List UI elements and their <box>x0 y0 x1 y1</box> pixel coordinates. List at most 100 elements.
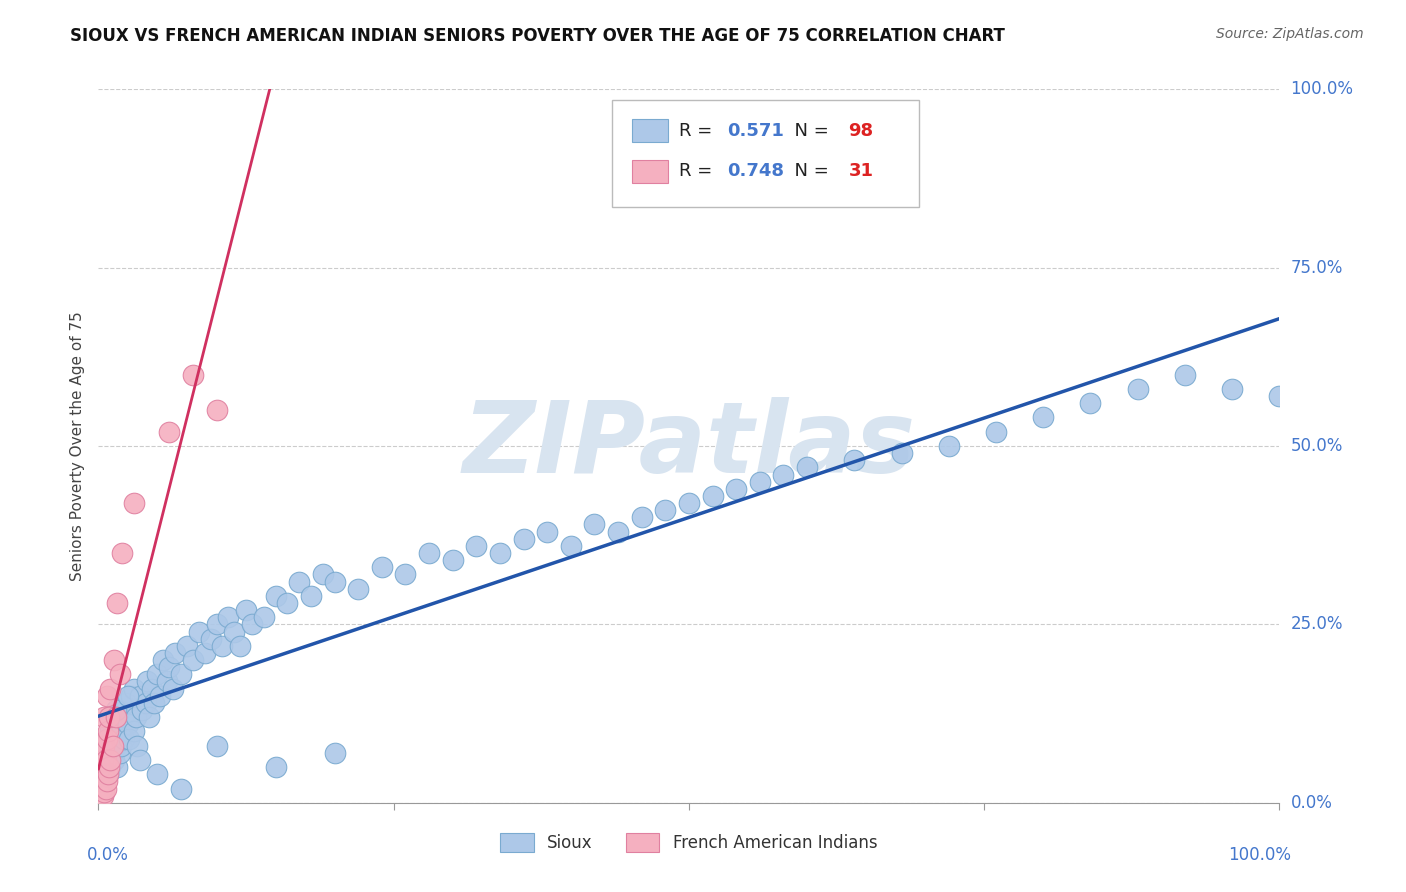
Point <box>122 681 145 696</box>
Point <box>108 667 131 681</box>
Point <box>312 567 335 582</box>
Point <box>96 753 118 767</box>
Text: Source: ZipAtlas.com: Source: ZipAtlas.com <box>1216 27 1364 41</box>
Point <box>105 596 128 610</box>
Point <box>162 681 184 696</box>
Point <box>536 524 558 539</box>
Point <box>890 446 912 460</box>
Point <box>98 724 121 739</box>
Point <box>96 689 118 703</box>
Point <box>135 696 157 710</box>
Point <box>97 724 120 739</box>
Text: 0.571: 0.571 <box>727 121 783 139</box>
Point <box>678 496 700 510</box>
Point <box>512 532 534 546</box>
Point <box>103 653 125 667</box>
Point <box>96 774 118 789</box>
Point <box>1126 382 1149 396</box>
Point <box>112 710 135 724</box>
Point <box>157 425 180 439</box>
FancyBboxPatch shape <box>633 120 668 142</box>
Point <box>211 639 233 653</box>
Point <box>122 724 145 739</box>
FancyBboxPatch shape <box>633 160 668 183</box>
Point <box>112 731 135 746</box>
Point <box>347 582 370 596</box>
Point <box>98 760 121 774</box>
Point <box>96 731 118 746</box>
Text: N =: N = <box>783 162 835 180</box>
Point <box>181 653 204 667</box>
Point <box>128 753 150 767</box>
Point <box>418 546 440 560</box>
Point <box>125 710 148 724</box>
Text: N =: N = <box>783 121 835 139</box>
Point <box>97 767 120 781</box>
Point <box>181 368 204 382</box>
Point <box>205 617 228 632</box>
Point <box>111 546 134 560</box>
Point <box>205 739 228 753</box>
Point <box>98 760 121 774</box>
Text: 50.0%: 50.0% <box>1291 437 1343 455</box>
Text: 98: 98 <box>848 121 873 139</box>
Point <box>146 767 169 781</box>
Point <box>441 553 464 567</box>
Text: R =: R = <box>679 121 718 139</box>
Point <box>105 703 128 717</box>
Point <box>264 589 287 603</box>
Point <box>146 667 169 681</box>
Point <box>127 739 149 753</box>
Point <box>118 731 141 746</box>
Point <box>796 460 818 475</box>
Point <box>93 785 115 799</box>
Y-axis label: Seniors Poverty Over the Age of 75: Seniors Poverty Over the Age of 75 <box>69 311 84 581</box>
Point <box>103 753 125 767</box>
Point <box>121 689 143 703</box>
Point <box>288 574 311 589</box>
Point <box>1174 368 1197 382</box>
Point <box>108 703 131 717</box>
Point <box>157 660 180 674</box>
Point <box>122 496 145 510</box>
Point <box>149 689 172 703</box>
Point <box>702 489 724 503</box>
Point <box>98 710 121 724</box>
Text: 100.0%: 100.0% <box>1229 846 1291 863</box>
Point <box>131 703 153 717</box>
Point <box>205 403 228 417</box>
Point <box>105 760 128 774</box>
Point <box>200 632 222 646</box>
Point <box>114 696 136 710</box>
Text: 31: 31 <box>848 162 873 180</box>
Text: 25.0%: 25.0% <box>1291 615 1343 633</box>
Point <box>264 760 287 774</box>
Point <box>583 517 606 532</box>
Text: 100.0%: 100.0% <box>1291 80 1354 98</box>
Point <box>299 589 322 603</box>
FancyBboxPatch shape <box>612 100 920 207</box>
Point <box>90 760 112 774</box>
Point <box>217 610 239 624</box>
Point <box>93 739 115 753</box>
Point <box>465 539 488 553</box>
Point <box>91 753 114 767</box>
Point <box>323 574 346 589</box>
Point <box>560 539 582 553</box>
Point <box>110 739 132 753</box>
Point <box>108 746 131 760</box>
Point <box>1032 410 1054 425</box>
Point <box>938 439 960 453</box>
Point <box>94 781 117 796</box>
Point <box>748 475 770 489</box>
Point <box>93 710 115 724</box>
Point <box>489 546 512 560</box>
Point <box>141 681 163 696</box>
Point <box>107 717 129 731</box>
Text: 0.0%: 0.0% <box>87 846 128 863</box>
Point <box>371 560 394 574</box>
Point <box>170 667 193 681</box>
Point <box>104 731 127 746</box>
Point <box>630 510 652 524</box>
Point <box>105 739 128 753</box>
